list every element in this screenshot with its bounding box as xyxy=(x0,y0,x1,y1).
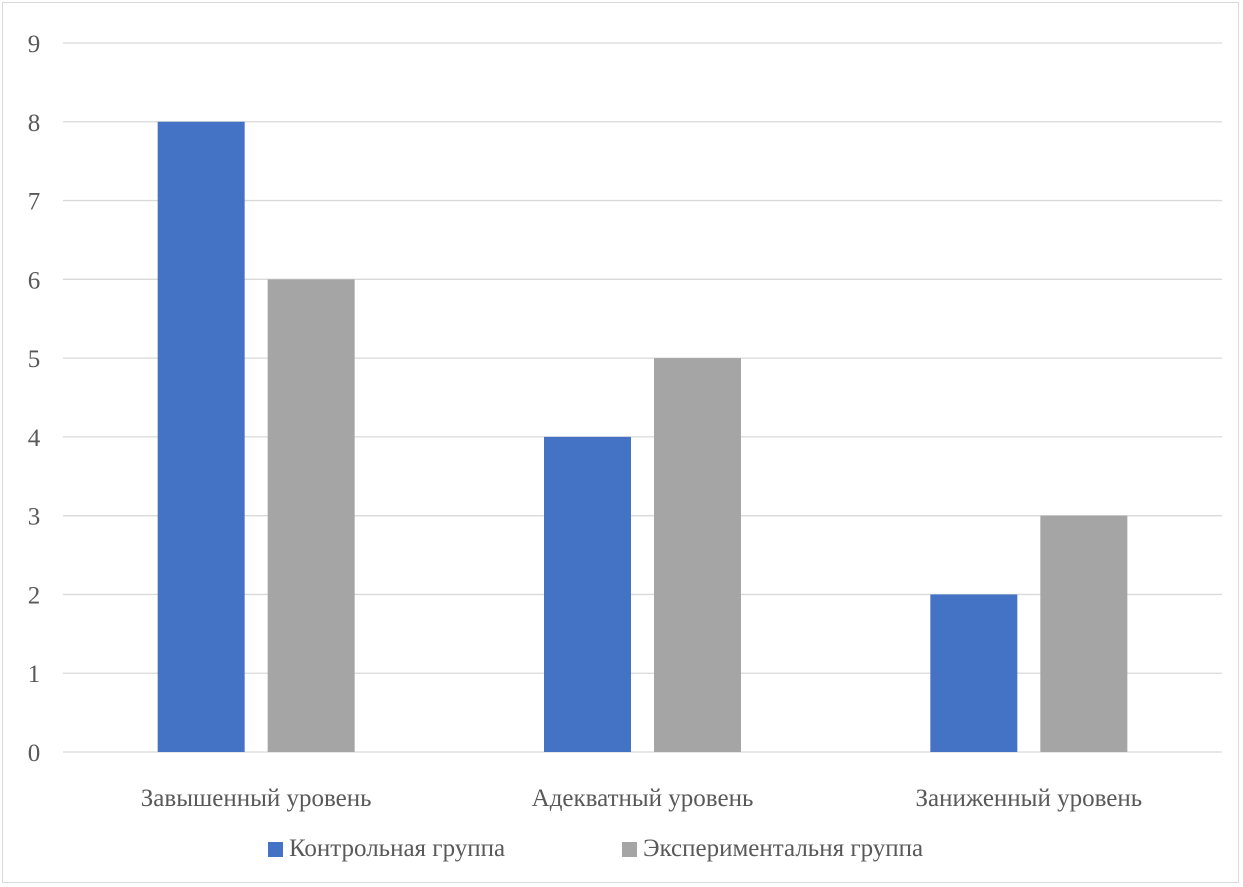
gridlines xyxy=(63,42,1222,753)
y-tick-label: 3 xyxy=(28,504,41,531)
y-tick-label: 8 xyxy=(28,110,41,137)
legend-swatch xyxy=(622,842,637,857)
bar-experimental-2 xyxy=(654,358,741,752)
legend: Контрольная группа Экспериментальня групп… xyxy=(268,835,923,862)
x-category-label: Заниженный уровень xyxy=(916,785,1143,812)
legend-label: Контрольная группа xyxy=(289,835,505,862)
bar-control-2 xyxy=(544,436,631,752)
y-tick-label: 4 xyxy=(28,425,41,452)
y-tick-label: 7 xyxy=(28,189,41,216)
x-category-label: Адекватный уровень xyxy=(532,785,754,812)
x-category-label: Завышенный уровень xyxy=(141,785,372,812)
y-axis-ticks: 0 1 2 3 4 5 6 7 8 9 xyxy=(28,31,41,767)
bar-experimental-3 xyxy=(1040,515,1128,752)
y-tick-label: 9 xyxy=(28,31,41,58)
bar-experimental-1 xyxy=(267,279,355,752)
bars xyxy=(157,121,1128,753)
y-tick-label: 1 xyxy=(28,661,41,688)
legend-label: Экспериментальня группа xyxy=(643,835,923,862)
legend-swatch xyxy=(268,842,283,857)
y-tick-label: 5 xyxy=(28,346,41,373)
y-tick-label: 2 xyxy=(28,582,41,609)
bar-control-1 xyxy=(157,121,245,753)
x-axis-categories: Завышенный уровень Адекватный уровень Зани… xyxy=(141,785,1142,812)
y-tick-label: 0 xyxy=(28,740,41,767)
y-tick-label: 6 xyxy=(28,267,41,294)
bar-control-3 xyxy=(930,594,1018,752)
